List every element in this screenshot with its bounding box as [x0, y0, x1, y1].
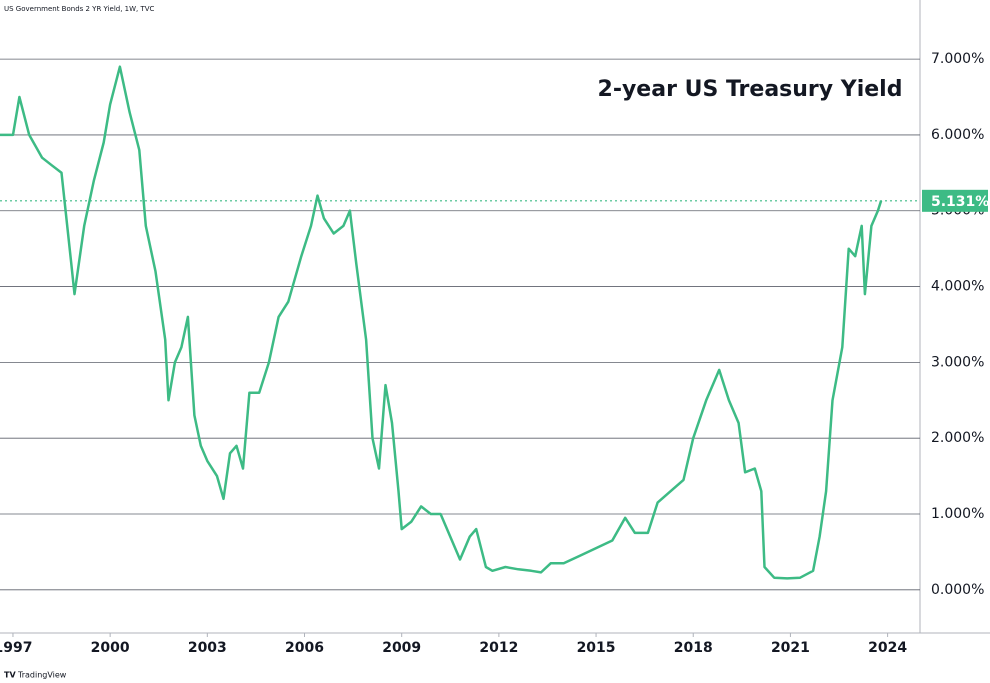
x-tick-label: 2006 [285, 640, 324, 656]
yield-line [0, 65, 883, 580]
x-tick-label: 2018 [674, 640, 713, 656]
x-tick-label: 2003 [188, 640, 227, 656]
y-tick-label: 1.000% [931, 506, 984, 522]
x-tick-label: 2009 [382, 640, 421, 656]
chart-title: 2-year US Treasury Yield [598, 77, 903, 102]
x-tick-label: 2012 [479, 640, 518, 656]
y-tick-label: 6.000% [931, 127, 984, 143]
svg-text:TV: TV [4, 671, 16, 680]
symbol-header: US Government Bonds 2 YR Yield, 1W, TVC [4, 5, 155, 13]
y-tick-label: 4.000% [931, 279, 984, 295]
footer: TradingView [17, 671, 67, 680]
x-tick-label: 2024 [868, 640, 907, 656]
current-value-badge [922, 189, 988, 212]
x-tick-label: 2000 [91, 640, 130, 656]
y-tick-label: 3.000% [931, 354, 984, 370]
y-tick-label: 2.000% [931, 430, 984, 446]
tv-logo: TV [4, 671, 16, 680]
x-tick-label: 2021 [771, 640, 810, 656]
x-tick-label: 1997 [0, 640, 32, 656]
y-tick-label: 7.000% [931, 51, 984, 67]
y-tick-label: 0.000% [931, 582, 984, 598]
current-value-label: 5.131% [931, 194, 989, 210]
x-tick-label: 2015 [577, 640, 616, 656]
